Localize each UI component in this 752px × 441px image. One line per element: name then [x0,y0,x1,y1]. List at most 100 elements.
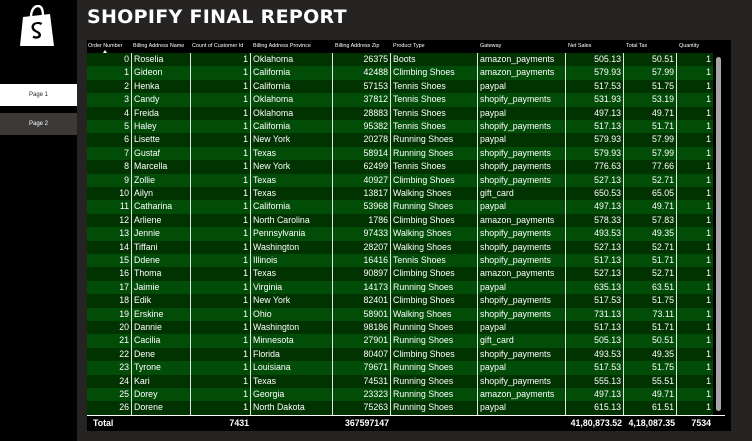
cell-quantity: 1 [706,335,711,346]
table-row[interactable]: 21 Cacilia 1 Minnesota 27901 Running Shoes gif… [87,334,713,348]
cell-total-tax: 65.05 [624,187,677,201]
cell-net-sales: 579.93 [566,146,624,161]
cell-order-number: 3 [87,93,132,107]
header-count-of-customer-id[interactable]: Count of Customer Id [192,43,244,49]
table-row[interactable]: 14 Tiffani 1 Washington 28207 Walking Shoes sh… [87,240,713,254]
cell-total-tax: 51.71 [624,321,677,335]
cell-gateway: shopify_payments [478,254,566,268]
cell-zip: 79671 [333,361,391,375]
cell-billing-name: Candy [132,93,191,107]
table-row[interactable]: 8 Marcella 1 New York 62499 Tennis Shoes shopi… [87,160,713,174]
header-product-type[interactable]: Product Type [393,43,425,49]
cell-total-tax: 53.19 [624,93,677,107]
cell-product-type: Tennis Shoes [391,106,478,120]
table-row[interactable]: 5 Haley 1 California 95382 Tennis Shoes shopif… [87,120,713,134]
sort-ascending-icon[interactable] [103,50,107,53]
cell-zip: 42488 [333,66,391,80]
cell-zip: 95382 [333,120,391,134]
cell-order-number: 22 [87,347,132,362]
cell-customer-count: 1 [191,213,251,228]
cell-net-sales: 579.93 [566,133,624,147]
cell-order-number: 25 [87,388,132,402]
scrollbar-thumb[interactable] [716,57,721,411]
table-row[interactable]: 10 Ailyn 1 Texas 13817 Walking Shoes gift_card… [87,187,713,201]
cell-customer-count: 1 [191,307,251,321]
header-billing-address-province[interactable]: Billing Address Province [253,43,311,49]
header-billing-address-zip[interactable]: Billing Address Zip [335,43,380,49]
table-row[interactable]: 11 Catharina 1 California 53968 Running Shoes… [87,200,713,214]
cell-province: Washington [251,240,333,254]
cell-customer-count: 1 [191,361,251,375]
cell-gateway: shopify_payments [478,173,566,187]
cell-customer-count: 1 [191,146,251,161]
table-row[interactable]: 19 Erskine 1 Ohio 58901 Walking Shoes shopify_… [87,307,713,321]
cell-billing-name: Henka [132,79,191,94]
header-quantity[interactable]: Quantity [679,43,700,49]
table-row[interactable]: 26 Dorene 1 North Dakota 75263 Running Shoes p… [87,401,713,415]
cell-zip: 74531 [333,374,391,388]
cell-order-number: 16 [87,267,132,281]
cell-total-tax: 73.11 [624,307,677,321]
table-row[interactable]: 7 Gustaf 1 Texas 58914 Running Shoes shopify_p… [87,146,713,161]
table-row[interactable]: 4 Freida 1 Oklahoma 28883 Tennis Shoes paypal 4… [87,106,713,120]
page-2-button[interactable]: Page 2 [0,113,77,135]
cell-gateway: shopify_payments [478,227,566,241]
cell-product-type: Running Shoes [391,374,478,388]
cell-gateway: paypal [478,280,566,295]
cell-net-sales: 579.93 [566,66,624,80]
header-order-number[interactable]: Order Number [88,43,123,49]
cell-order-number: 19 [87,307,132,321]
table-row[interactable]: 2 Henka 1 California 57153 Tennis Shoes paypal… [87,79,713,94]
cell-billing-name: Gustaf [132,146,191,161]
table-row[interactable]: 25 Dorey 1 Georgia 23323 Running Shoes amazon_… [87,388,713,402]
cell-net-sales: 517.53 [566,361,624,375]
cell-billing-name: Freida [132,106,191,120]
cell-province: Texas [251,187,333,201]
cell-zip: 98186 [333,321,391,335]
cell-net-sales: 731.13 [566,307,624,321]
header-net-sales[interactable]: Net Sales [568,43,592,49]
cell-order-number: 17 [87,280,132,295]
table-row[interactable]: 12 Arliene 1 North Carolina 1786 Climbing Sho… [87,213,713,228]
vertical-scrollbar[interactable] [713,53,725,415]
cell-province: California [251,79,333,94]
cell-total-tax: 57.99 [624,146,677,161]
cell-zip: 28883 [333,106,391,120]
cell-zip: 97433 [333,227,391,241]
header-total-tax[interactable]: Total Tax [626,43,648,49]
table-row[interactable]: 16 Thoma 1 Texas 90897 Climbing Shoes amazon_p… [87,267,713,281]
cell-zip: 27901 [333,334,391,348]
header-billing-address-name[interactable]: Billing Address Name [133,43,185,49]
page-1-button[interactable]: Page 1 [0,84,77,106]
cell-zip: 53968 [333,200,391,214]
table-row[interactable]: 23 Tyrone 1 Louisiana 79671 Running Shoes payp… [87,361,713,375]
table-row[interactable]: 13 Jennie 1 Pennsylvania 97433 Walking Shoes s… [87,227,713,241]
cell-net-sales: 578.33 [566,213,624,228]
cell-quantity: 1 [706,295,711,306]
cell-province: New York [251,133,333,147]
table-row[interactable]: 22 Dene 1 Florida 80407 Climbing Shoes shopify… [87,347,713,362]
header-gateway[interactable]: Gateway [480,43,502,49]
table-row[interactable]: 20 Dannie 1 Washington 98186 Running Shoes pay… [87,321,713,335]
cell-product-type: Running Shoes [391,321,478,335]
table-row[interactable]: 15 Ddene 1 Illinois 16416 Tennis Shoes shopify… [87,254,713,268]
cell-order-number: 10 [87,187,132,201]
cell-net-sales: 555.13 [566,374,624,388]
table-row[interactable]: 1 Gideon 1 California 42488 Climbing Shoes ama… [87,66,713,80]
cell-customer-count: 1 [191,401,251,415]
cell-total-tax: 52.71 [624,240,677,254]
cell-total-tax: 51.71 [624,120,677,134]
table-row[interactable]: 17 Jaimie 1 Virginia 14173 Running Shoes paypa… [87,280,713,295]
table-row[interactable]: 0 Roselia 1 Oklahoma 26375 Boots amazon_paymen… [87,53,713,67]
table-row[interactable]: 24 Kari 1 Texas 74531 Running Shoes shopify_pa… [87,374,713,388]
table-row[interactable]: 6 Lisette 1 New York 20278 Running Shoes paypa… [87,133,713,147]
table-row[interactable]: 18 Edik 1 New York 82401 Climbing Shoes shopif… [87,294,713,308]
cell-province: Texas [251,146,333,161]
table-row[interactable]: 9 Zollie 1 Texas 40927 Climbing Shoes shopify_… [87,173,713,187]
page-navigation-panel: Page 1 Page 2 [0,0,77,441]
cell-total-tax: 50.51 [624,334,677,348]
cell-customer-count: 1 [191,200,251,214]
cell-quantity: 1 [706,362,711,373]
cell-province: North Carolina [251,213,333,228]
table-row[interactable]: 3 Candy 1 Oklahoma 37812 Tennis Shoes shopify_… [87,93,713,107]
